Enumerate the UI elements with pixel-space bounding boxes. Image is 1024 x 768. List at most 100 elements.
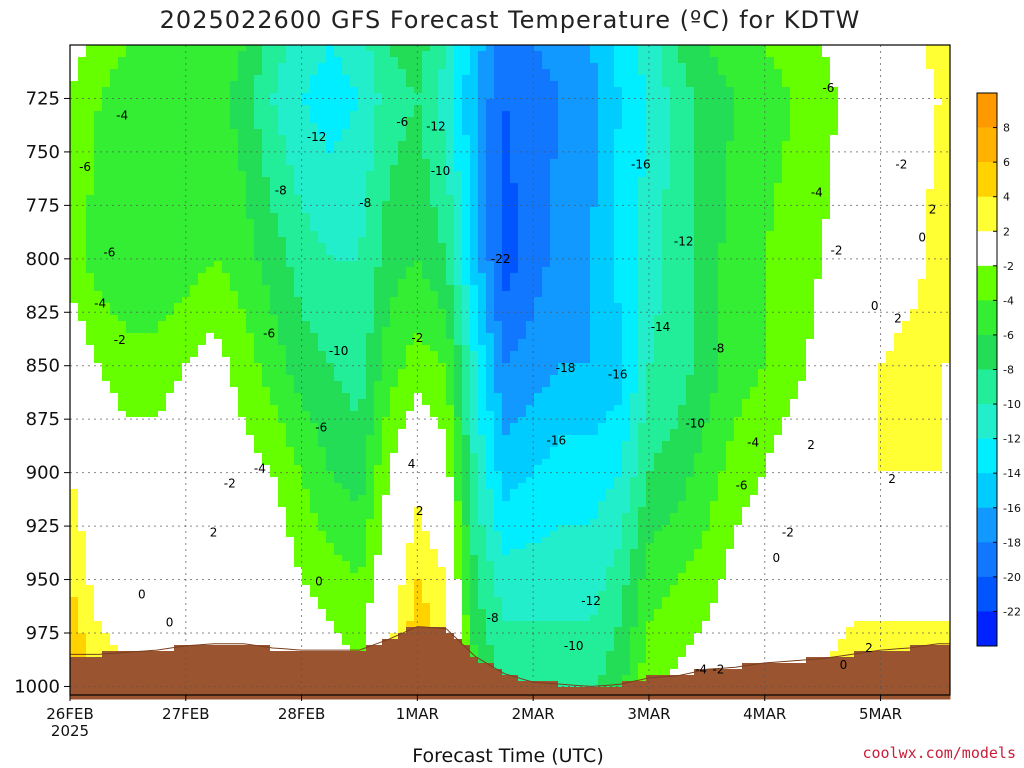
- field-cell: [182, 369, 191, 376]
- field-cell: [230, 609, 239, 616]
- field-cell: [278, 243, 287, 250]
- field-cell: [374, 507, 383, 514]
- field-cell: [190, 117, 199, 124]
- field-cell: [302, 273, 311, 280]
- field-cell: [174, 555, 183, 562]
- field-cell: [326, 357, 335, 364]
- field-cell: [430, 291, 439, 298]
- field-cell: [414, 513, 423, 520]
- field-cell: [414, 663, 423, 670]
- field-cell: [230, 429, 239, 436]
- field-cell: [126, 399, 135, 406]
- field-cell: [342, 567, 351, 574]
- field-cell: [206, 231, 215, 238]
- field-cell: [350, 603, 359, 610]
- field-cell: [334, 291, 343, 298]
- field-cell: [142, 381, 151, 388]
- field-cell: [390, 597, 399, 604]
- field-cell: [174, 201, 183, 208]
- field-cell: [350, 99, 359, 106]
- field-cell: [382, 345, 391, 352]
- field-cell: [254, 195, 263, 202]
- field-cell: [70, 93, 79, 100]
- field-cell: [214, 315, 223, 322]
- field-cell: [326, 153, 335, 160]
- field-cell: [302, 111, 311, 118]
- field-cell: [286, 579, 295, 586]
- field-cell: [318, 321, 327, 328]
- field-cell: [374, 45, 383, 52]
- field-cell: [270, 507, 279, 514]
- field-cell: [310, 537, 319, 544]
- field-cell: [398, 309, 407, 316]
- field-cell: [334, 267, 343, 274]
- field-cell: [390, 621, 399, 628]
- field-cell: [390, 81, 399, 88]
- field-cell: [126, 123, 135, 130]
- field-cell: [206, 423, 215, 430]
- field-cell: [414, 573, 423, 580]
- field-cell: [174, 531, 183, 538]
- field-cell: [366, 147, 375, 154]
- field-cell: [334, 471, 343, 478]
- field-cell: [310, 675, 319, 682]
- field-cell: [158, 603, 167, 610]
- field-cell: [110, 405, 119, 412]
- field-cell: [222, 615, 231, 622]
- field-cell: [230, 669, 239, 676]
- field-cell: [326, 177, 335, 184]
- field-cell: [70, 183, 79, 190]
- field-cell: [198, 363, 207, 370]
- field-cell: [238, 603, 247, 610]
- field-cell: [102, 363, 111, 370]
- field-cell: [78, 645, 87, 652]
- field-cell: [406, 123, 415, 130]
- field-cell: [174, 45, 183, 52]
- field-cell: [78, 291, 87, 298]
- field-cell: [222, 411, 231, 418]
- field-cell: [366, 573, 375, 580]
- field-cell: [86, 189, 95, 196]
- field-cell: [126, 597, 135, 604]
- field-cell: [310, 321, 319, 328]
- field-cell: [126, 327, 135, 334]
- field-cell: [230, 213, 239, 220]
- field-cell: [398, 615, 407, 622]
- field-cell: [382, 57, 391, 64]
- field-cell: [294, 489, 303, 496]
- field-cell: [278, 477, 287, 484]
- field-cell: [430, 225, 439, 232]
- field-cell: [110, 255, 119, 262]
- field-cell: [254, 285, 263, 292]
- field-cell: [286, 69, 295, 76]
- field-cell: [350, 279, 359, 286]
- field-cell: [134, 627, 143, 634]
- field-cell: [270, 195, 279, 202]
- field-cell: [118, 51, 127, 58]
- field-cell: [94, 297, 103, 304]
- field-cell: [342, 291, 351, 298]
- field-cell: [406, 51, 415, 58]
- field-cell: [102, 459, 111, 466]
- field-cell: [206, 387, 215, 394]
- field-cell: [278, 219, 287, 226]
- field-cell: [270, 585, 279, 592]
- field-cell: [86, 225, 95, 232]
- field-cell: [366, 285, 375, 292]
- field-cell: [398, 675, 407, 682]
- field-cell: [342, 429, 351, 436]
- field-cell: [390, 63, 399, 70]
- field-cell: [278, 525, 287, 532]
- field-cell: [198, 123, 207, 130]
- field-cell: [358, 519, 367, 526]
- field-cell: [190, 429, 199, 436]
- field-cell: [86, 249, 95, 256]
- field-cell: [198, 333, 207, 340]
- field-cell: [110, 111, 119, 118]
- field-cell: [198, 345, 207, 352]
- field-cell: [150, 297, 159, 304]
- field-cell: [118, 651, 127, 658]
- field-cell: [174, 279, 183, 286]
- field-cell: [86, 201, 95, 208]
- field-cell: [286, 321, 295, 328]
